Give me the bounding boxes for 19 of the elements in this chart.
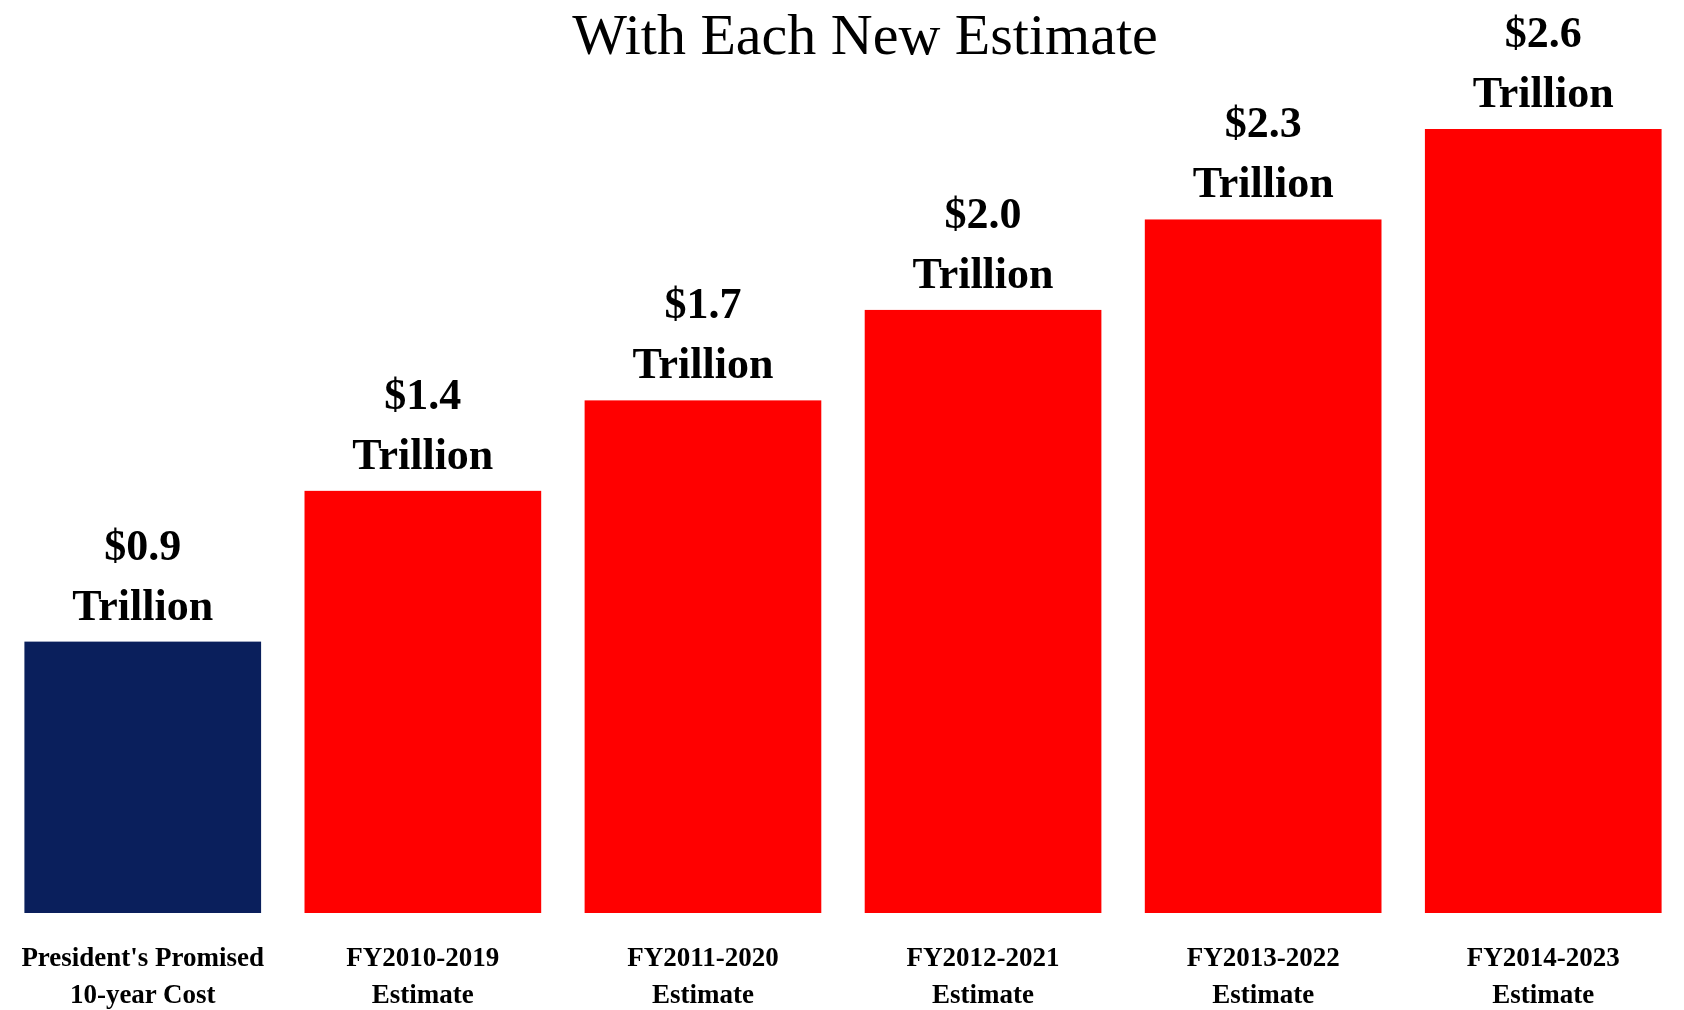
x-tick-label: FY2013-2022 Estimate xyxy=(1186,942,1340,1009)
data-label: $2.0 Trillion xyxy=(912,188,1054,298)
data-label: $0.9 Trillion xyxy=(72,520,214,630)
chart-title: With Each New Estimate xyxy=(572,2,1158,67)
bar xyxy=(864,309,1102,913)
data-label: $2.3 Trillion xyxy=(1192,98,1334,208)
bar xyxy=(24,641,262,913)
data-label: $1.7 Trillion xyxy=(632,279,774,389)
bar xyxy=(584,400,822,913)
x-tick-label: FY2012-2021 Estimate xyxy=(906,942,1060,1009)
bar xyxy=(1144,219,1382,913)
x-tick-label: FY2014-2023 Estimate xyxy=(1466,942,1620,1009)
x-tick-label: FY2011-2020 Estimate xyxy=(627,942,779,1009)
data-label: $1.4 Trillion xyxy=(352,369,494,479)
x-tick-label: FY2010-2019 Estimate xyxy=(346,942,500,1009)
data-label: $2.6 Trillion xyxy=(1472,8,1614,117)
bar xyxy=(1424,129,1662,913)
x-tick-label: President's Promised 10-year Cost xyxy=(21,942,265,1009)
bar xyxy=(304,490,542,913)
